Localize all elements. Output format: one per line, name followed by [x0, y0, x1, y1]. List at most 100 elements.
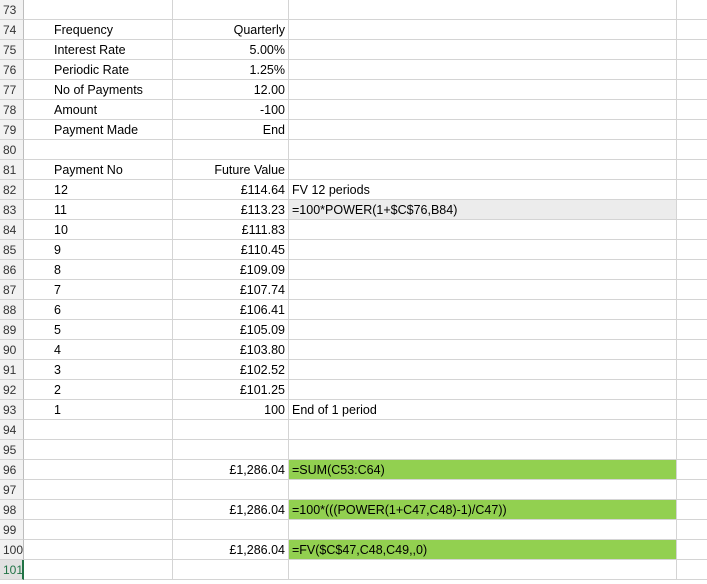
- cell-c[interactable]: £110.45: [173, 240, 289, 260]
- cell-b[interactable]: [24, 540, 173, 560]
- cell-d[interactable]: =FV($C$47,C48,C49,,0): [289, 540, 677, 560]
- cell-e[interactable]: [677, 460, 707, 480]
- cell-b[interactable]: Payment No: [24, 160, 173, 180]
- cell-b[interactable]: [24, 520, 173, 540]
- row-header[interactable]: 76: [0, 60, 24, 80]
- cell-b[interactable]: Interest Rate: [24, 40, 173, 60]
- cell-e[interactable]: [677, 280, 707, 300]
- cell-b[interactable]: 1: [24, 400, 173, 420]
- cell-b[interactable]: 2: [24, 380, 173, 400]
- cell-c[interactable]: £102.52: [173, 360, 289, 380]
- row-header[interactable]: 96: [0, 460, 24, 480]
- cell-d[interactable]: [289, 520, 677, 540]
- cell-d[interactable]: [289, 140, 677, 160]
- row-header[interactable]: 85: [0, 240, 24, 260]
- cell-c[interactable]: [173, 0, 289, 20]
- cell-e[interactable]: [677, 60, 707, 80]
- cell-e[interactable]: [677, 300, 707, 320]
- cell-e[interactable]: [677, 500, 707, 520]
- row-header[interactable]: 93: [0, 400, 24, 420]
- cell-b[interactable]: [24, 480, 173, 500]
- cell-c[interactable]: £111.83: [173, 220, 289, 240]
- row-header[interactable]: 98: [0, 500, 24, 520]
- cell-d[interactable]: [289, 40, 677, 60]
- cell-b[interactable]: 11: [24, 200, 173, 220]
- cell-c[interactable]: £114.64: [173, 180, 289, 200]
- row-header[interactable]: 95: [0, 440, 24, 460]
- cell-c[interactable]: 100: [173, 400, 289, 420]
- row-header[interactable]: 101: [0, 560, 24, 580]
- cell-e[interactable]: [677, 40, 707, 60]
- cell-d[interactable]: [289, 480, 677, 500]
- cell-d[interactable]: =100*(((POWER(1+C47,C48)-1)/C47)): [289, 500, 677, 520]
- row-header[interactable]: 87: [0, 280, 24, 300]
- cell-d[interactable]: [289, 320, 677, 340]
- row-header[interactable]: 91: [0, 360, 24, 380]
- row-header[interactable]: 82: [0, 180, 24, 200]
- cell-b[interactable]: 8: [24, 260, 173, 280]
- row-header[interactable]: 100: [0, 540, 24, 560]
- cell-c[interactable]: End: [173, 120, 289, 140]
- cell-b[interactable]: 5: [24, 320, 173, 340]
- cell-d[interactable]: End of 1 period: [289, 400, 677, 420]
- cell-b[interactable]: [24, 0, 173, 20]
- cell-d[interactable]: [289, 20, 677, 40]
- cell-e[interactable]: [677, 560, 707, 580]
- cell-e[interactable]: [677, 380, 707, 400]
- cell-d[interactable]: [289, 160, 677, 180]
- cell-c[interactable]: £106.41: [173, 300, 289, 320]
- cell-b[interactable]: Payment Made: [24, 120, 173, 140]
- cell-b[interactable]: Frequency: [24, 20, 173, 40]
- cell-d[interactable]: =100*POWER(1+$C$76,B84): [289, 200, 677, 220]
- cell-c[interactable]: £103.80: [173, 340, 289, 360]
- cell-e[interactable]: [677, 140, 707, 160]
- cell-c[interactable]: £101.25: [173, 380, 289, 400]
- cell-e[interactable]: [677, 180, 707, 200]
- cell-b[interactable]: 3: [24, 360, 173, 380]
- cell-b[interactable]: 10: [24, 220, 173, 240]
- row-header[interactable]: 78: [0, 100, 24, 120]
- cell-d[interactable]: [289, 360, 677, 380]
- cell-e[interactable]: [677, 0, 707, 20]
- row-header[interactable]: 92: [0, 380, 24, 400]
- cell-e[interactable]: [677, 220, 707, 240]
- cell-c[interactable]: [173, 560, 289, 580]
- cell-c[interactable]: £107.74: [173, 280, 289, 300]
- cell-b[interactable]: [24, 560, 173, 580]
- cell-b[interactable]: [24, 140, 173, 160]
- cell-c[interactable]: £1,286.04: [173, 460, 289, 480]
- cell-d[interactable]: [289, 560, 677, 580]
- cell-c[interactable]: Quarterly: [173, 20, 289, 40]
- cell-d[interactable]: [289, 260, 677, 280]
- cell-d[interactable]: [289, 380, 677, 400]
- cell-d[interactable]: FV 12 periods: [289, 180, 677, 200]
- cell-c[interactable]: £1,286.04: [173, 500, 289, 520]
- cell-b[interactable]: [24, 500, 173, 520]
- cell-c[interactable]: [173, 520, 289, 540]
- cell-e[interactable]: [677, 200, 707, 220]
- cell-e[interactable]: [677, 120, 707, 140]
- cell-c[interactable]: [173, 140, 289, 160]
- row-header[interactable]: 94: [0, 420, 24, 440]
- cell-b[interactable]: 6: [24, 300, 173, 320]
- row-header[interactable]: 75: [0, 40, 24, 60]
- cell-d[interactable]: [289, 300, 677, 320]
- cell-c[interactable]: 1.25%: [173, 60, 289, 80]
- row-header[interactable]: 99: [0, 520, 24, 540]
- cell-e[interactable]: [677, 160, 707, 180]
- cell-d[interactable]: [289, 220, 677, 240]
- cell-b[interactable]: [24, 420, 173, 440]
- cell-e[interactable]: [677, 100, 707, 120]
- cell-e[interactable]: [677, 400, 707, 420]
- cell-e[interactable]: [677, 320, 707, 340]
- row-header[interactable]: 88: [0, 300, 24, 320]
- cell-b[interactable]: Amount: [24, 100, 173, 120]
- cell-d[interactable]: [289, 440, 677, 460]
- cell-d[interactable]: [289, 240, 677, 260]
- cell-e[interactable]: [677, 240, 707, 260]
- cell-b[interactable]: 4: [24, 340, 173, 360]
- cell-e[interactable]: [677, 260, 707, 280]
- cell-c[interactable]: [173, 440, 289, 460]
- cell-c[interactable]: 5.00%: [173, 40, 289, 60]
- cell-e[interactable]: [677, 520, 707, 540]
